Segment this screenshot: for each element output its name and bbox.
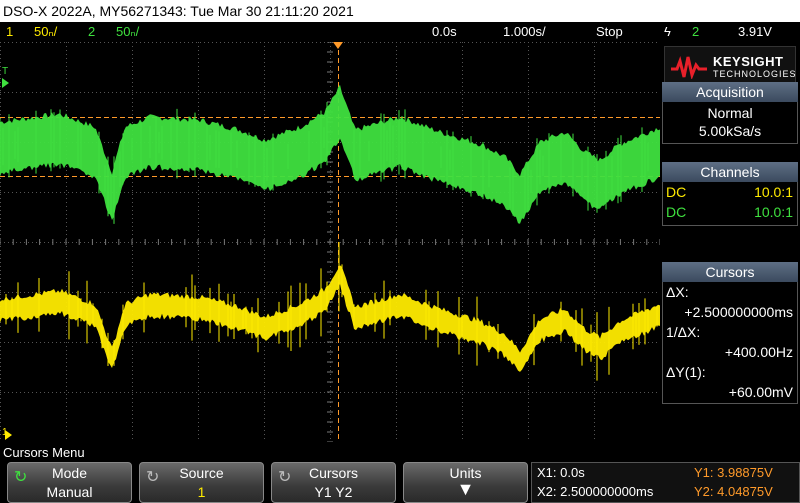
status-bar: 1 50ₙ/ 2 50ₙ/ 0.0s 1.000s/ Stop ϟ 2 3.91… (0, 22, 800, 42)
ch2-probe: 10.0:1 (754, 204, 793, 220)
mode-softkey-value: Manual (46, 484, 93, 500)
menu-label: Cursors Menu (3, 445, 85, 460)
cursors-softkey-value: Y1 Y2 (314, 484, 353, 500)
cursors-softkey-label: Cursors (308, 465, 358, 481)
ch2-number[interactable]: 2 (88, 24, 96, 39)
source-softkey[interactable]: ↻ Source 1 (139, 462, 264, 503)
source-softkey-label: Source (179, 465, 224, 481)
y1-readout: Y1: 3.98875V (694, 465, 773, 480)
logo-brand: KEYSIGHT (713, 54, 784, 69)
x2-readout: X2: 2.500000000ms (537, 484, 654, 499)
entry-knob-icon: ↻ (14, 469, 28, 486)
logo-sub: TECHNOLOGIES (713, 69, 797, 79)
y2-readout: Y2: 4.04875V (694, 484, 773, 499)
screen-markers: T1 (2, 66, 12, 440)
mode-softkey-label: Mode (51, 465, 88, 481)
ch1-probe: 10.0:1 (754, 184, 793, 200)
inv-delta-x-value: +400.00Hz (724, 344, 793, 360)
ch1-scale[interactable]: 50ₙ/ (34, 24, 58, 39)
acquisition-box: Normal 5.00kSa/s (662, 102, 798, 144)
trigger-edge-icon: ϟ (664, 24, 671, 39)
source-softkey-value: 1 (197, 484, 206, 500)
keysight-logo: KEYSIGHT TECHNOLOGIES (664, 46, 796, 86)
sample-rate: 5.00kSa/s (698, 123, 762, 139)
units-softkey-label: Units (449, 465, 482, 481)
delta-x-label: ΔX: (666, 284, 689, 300)
entry-knob-icon: ↻ (278, 469, 292, 486)
horizontal-delay: 0.0s (432, 24, 457, 39)
graticule-grid (0, 42, 660, 442)
ch1-coupling: DC (666, 184, 687, 200)
side-panel: KEYSIGHT TECHNOLOGIES Acquisition Normal… (660, 42, 800, 442)
x1-readout: X1: 0.0s (537, 465, 585, 480)
entry-knob-icon: ↻ (146, 469, 160, 486)
ch1-number[interactable]: 1 (6, 24, 14, 39)
cursors-box: ΔX: +2.500000000ms 1/ΔX: +400.00Hz ΔY(1)… (662, 282, 798, 404)
cursor-readout: X1: 0.0s X2: 2.500000000ms Y1: 3.98875V … (531, 462, 800, 503)
timebase: 1.000s/ (503, 24, 546, 39)
ch2-coupling: DC (666, 204, 687, 220)
keysight-wave-icon (671, 55, 707, 79)
inv-delta-x-label: 1/ΔX: (666, 324, 701, 340)
delta-y-value: +60.00mV (728, 384, 793, 400)
delta-x-value: +2.500000000ms (684, 304, 793, 320)
waveform-traces (0, 84, 660, 381)
trigger-source: 2 (692, 24, 700, 39)
mode-softkey[interactable]: ↻ Mode Manual (7, 462, 132, 503)
ch2-scale[interactable]: 50ₙ/ (116, 24, 140, 39)
units-softkey[interactable]: Units ▼ (403, 462, 528, 503)
trigger-level: 3.91V (738, 24, 772, 39)
cursors-header: Cursors (662, 262, 798, 282)
down-arrow-icon: ▼ (456, 479, 475, 499)
cursors-softkey[interactable]: ↻ Cursors Y1 Y2 (271, 462, 396, 503)
trigger-level-marker: T (2, 66, 8, 77)
title-bar: DSO-X 2022A, MY56271343: Tue Mar 30 21:1… (0, 0, 800, 22)
run-state: Stop (596, 24, 623, 39)
channels-box: DC 10.0:1 DC 10.0:1 (662, 182, 798, 226)
graticule-and-traces: T1 (0, 42, 660, 442)
acquisition-mode: Normal (707, 105, 753, 121)
delta-y-label: ΔY(1): (666, 364, 706, 380)
channels-header: Channels (662, 162, 798, 182)
acquisition-header: Acquisition (662, 82, 798, 102)
